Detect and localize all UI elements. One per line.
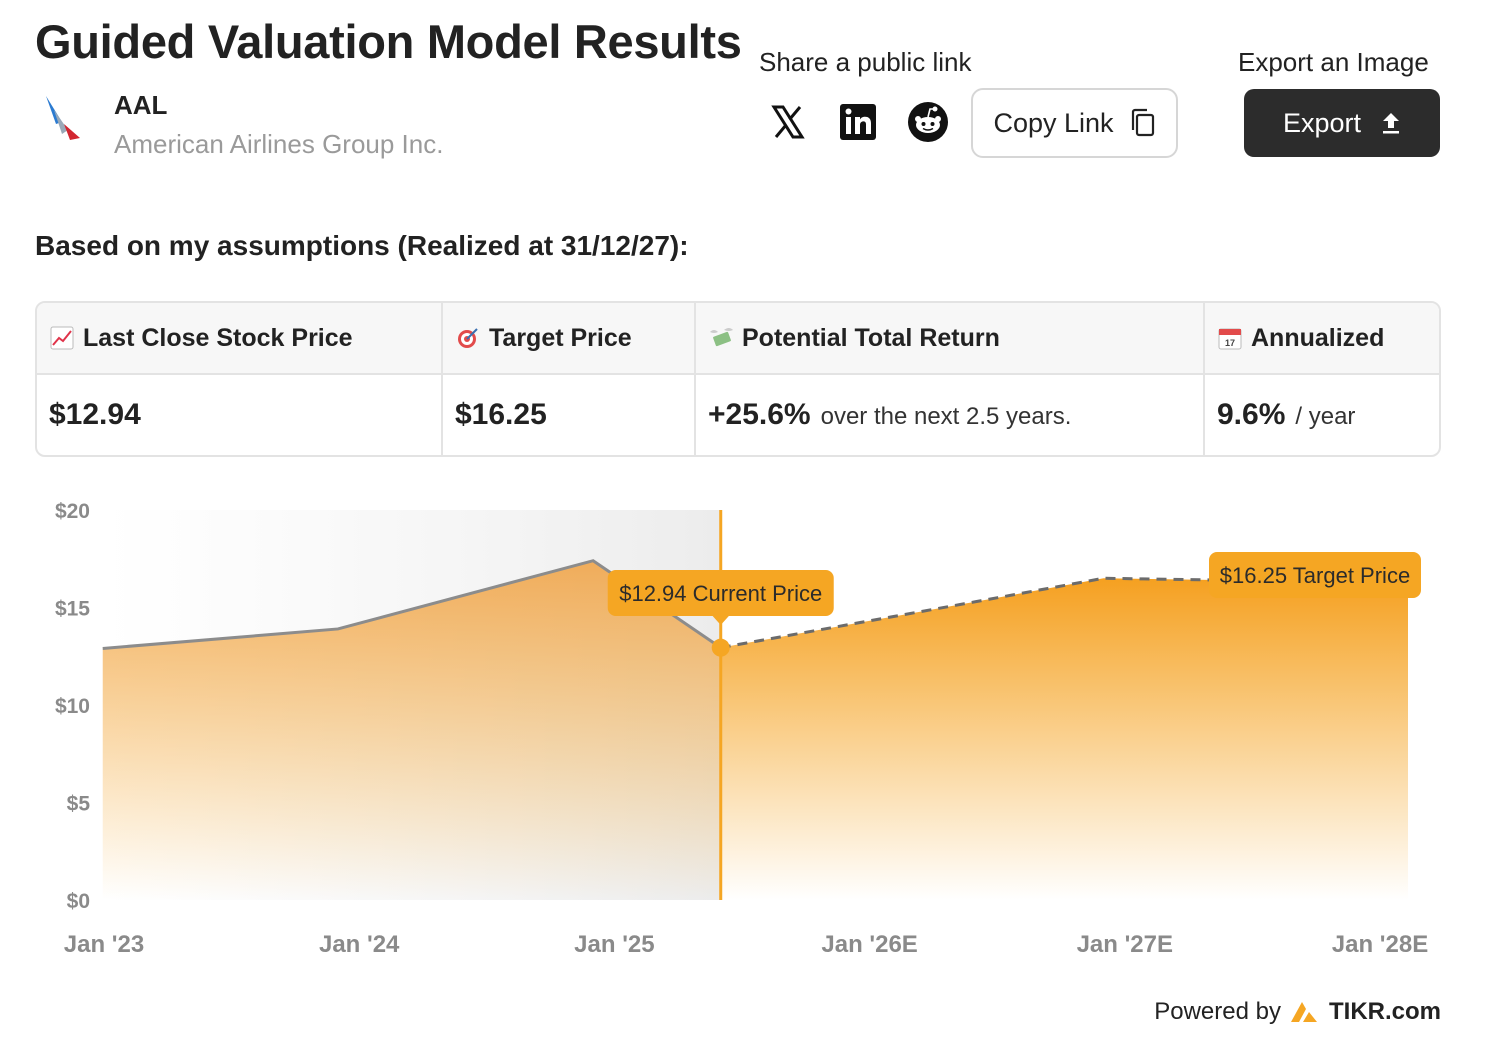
target-price-callout: $16.25 Target Price — [1209, 552, 1421, 598]
export-label: Export an Image — [1238, 47, 1429, 77]
metric-annualized: 17 Annualized 9.6% / year — [1205, 303, 1439, 455]
metric-header-label: Annualized — [1251, 323, 1385, 352]
y-tick-label: $0 — [67, 890, 90, 913]
metric-subtext: over the next 2.5 years. — [820, 403, 1072, 430]
calendar-icon: 17 — [1217, 325, 1243, 351]
linkedin-icon[interactable] — [836, 100, 880, 144]
projected-area — [720, 578, 1408, 900]
company-header: AAL American Airlines Group Inc. — [40, 88, 443, 160]
current-price-point — [711, 638, 730, 657]
metric-value-row: $12.94 — [37, 375, 441, 455]
metric-value: $12.94 — [49, 398, 141, 431]
chart-increasing-icon — [49, 325, 75, 351]
projected-line — [720, 576, 1409, 650]
historical-area — [102, 560, 721, 900]
metric-header: 17 Annualized — [1205, 303, 1439, 375]
money-wings-icon — [708, 325, 734, 351]
x-tick-label: Jan '25 — [574, 931, 654, 958]
x-tick-label: Jan '28E — [1332, 931, 1428, 958]
metric-header: Last Close Stock Price — [37, 303, 441, 375]
ticker-symbol: AAL — [114, 90, 168, 120]
metric-header-label: Last Close Stock Price — [83, 323, 353, 352]
metric-subtext: / year — [1295, 403, 1356, 430]
y-tick-label: $20 — [55, 500, 90, 523]
y-tick-label: $5 — [67, 793, 91, 816]
price-chart-svg: $20 $15 $10 $5 $0 Jan '23 Jan '24 Jan '25 Jan '… — [55, 500, 1428, 958]
export-button[interactable]: Export — [1244, 89, 1440, 157]
reddit-icon[interactable] — [906, 100, 950, 144]
powered-by-brand: TIKR.com — [1328, 998, 1441, 1025]
tikr-logo-icon — [1290, 1002, 1317, 1022]
metric-header-label: Potential Total Return — [742, 323, 1000, 352]
share-label: Share a public link — [759, 47, 972, 77]
metric-header-label: Target Price — [489, 323, 632, 352]
target-price-callout-text: $16.25 Target Price — [1220, 563, 1410, 588]
export-button-label: Export — [1282, 107, 1362, 138]
copy-link-label: Copy Link — [993, 107, 1114, 138]
share-icons — [766, 100, 976, 144]
metric-value: $16.25 — [455, 398, 547, 431]
x-tick-label: Jan '24 — [319, 931, 400, 958]
american-airlines-logo — [46, 96, 80, 140]
page-title: Guided Valuation Model Results — [35, 15, 742, 68]
metric-value-row: 9.6% / year — [1205, 375, 1439, 455]
price-chart: $20 $15 $10 $5 $0 Jan '23 Jan '24 Jan '25 Jan '… — [0, 470, 1508, 980]
metric-value: +25.6% — [708, 398, 811, 431]
y-tick-label: $10 — [55, 695, 90, 718]
y-tick-label: $15 — [55, 598, 90, 621]
current-price-callout: $12.94 Current Price — [607, 570, 834, 625]
metric-value-row: +25.6% over the next 2.5 years. — [696, 375, 1203, 455]
results-table: Last Close Stock Price $12.94 Target Pri… — [35, 301, 1441, 457]
metric-target-price: Target Price $16.25 — [443, 303, 696, 455]
powered-by[interactable]: Powered by TIKR.com — [1154, 998, 1441, 1026]
x-tick-label: Jan '23 — [64, 931, 144, 958]
svg-text:17: 17 — [1225, 338, 1235, 348]
target-icon — [455, 325, 481, 351]
metric-header: Potential Total Return — [696, 303, 1203, 375]
metric-total-return: Potential Total Return +25.6% over the n… — [696, 303, 1205, 455]
x-twitter-icon[interactable] — [766, 100, 810, 144]
powered-by-label: Powered by — [1154, 998, 1281, 1025]
copy-link-button[interactable]: Copy Link — [971, 88, 1178, 158]
x-tick-label: Jan '26E — [821, 931, 917, 958]
current-price-callout-text: $12.94 Current Price — [619, 581, 822, 606]
metric-value: 9.6% — [1217, 398, 1286, 431]
company-name: American Airlines Group Inc. — [114, 129, 444, 159]
assumptions-heading: Based on my assumptions (Realized at 31/… — [35, 230, 689, 261]
x-tick-label: Jan '27E — [1077, 931, 1173, 958]
upload-icon — [1383, 113, 1400, 134]
metric-last-close: Last Close Stock Price $12.94 — [37, 303, 443, 455]
copy-icon — [1131, 108, 1154, 137]
metric-value-row: $16.25 — [443, 375, 694, 455]
metric-header: Target Price — [443, 303, 694, 375]
